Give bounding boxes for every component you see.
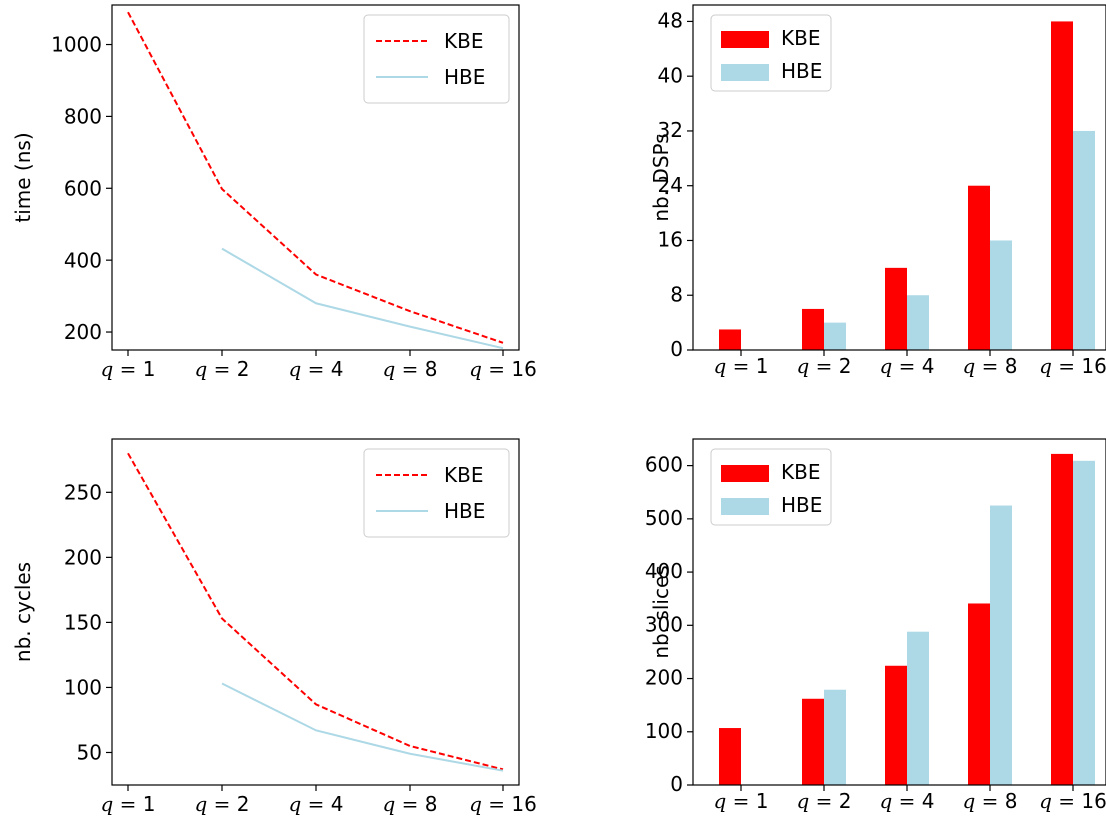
bar-hbe-4	[990, 240, 1012, 350]
y-tick-label: 200	[64, 546, 102, 570]
legend: KBE HBE	[710, 448, 832, 526]
x-tick-label: q = 8	[382, 357, 437, 381]
y-axis-label: nb. DSPs	[649, 133, 673, 221]
x-tick-label: q = 16	[469, 357, 537, 381]
legend: KBE HBE	[363, 14, 510, 104]
legend-swatch-kbe	[721, 465, 769, 482]
legend-swatch-hbe	[721, 498, 769, 515]
x-tick-label: q = 1	[100, 357, 155, 381]
legend-label-kbe: KBE	[444, 463, 483, 487]
bar-hbe-5	[1073, 460, 1095, 785]
x-tick-label: q = 4	[288, 357, 343, 381]
bar-kbe-2	[802, 698, 824, 785]
x-tick-label: q = 2	[796, 354, 851, 378]
line-kbe	[127, 11, 504, 344]
x-tick-label: q = 1	[713, 354, 768, 378]
legend-swatch-hbe	[721, 64, 769, 81]
legend-label-kbe: KBE	[444, 29, 483, 53]
y-tick-label: 16	[658, 228, 683, 252]
legend-label-hbe: HBE	[444, 65, 485, 89]
bar-kbe-3	[885, 267, 907, 350]
x-tick-label: q = 4	[288, 792, 343, 816]
line-hbe	[221, 247, 504, 350]
y-tick-label: 200	[645, 666, 683, 690]
y-tick-label: 100	[645, 719, 683, 743]
y-axis-label: nb. slices	[649, 565, 673, 658]
bar-kbe-1	[719, 728, 741, 785]
bar-hbe-5	[1073, 130, 1095, 350]
legend-label-hbe: HBE	[781, 59, 822, 83]
bar-kbe-5	[1051, 453, 1073, 785]
axes-frame	[692, 4, 1106, 351]
x-tick-label: q = 16	[1039, 354, 1106, 378]
y-tick-label: 0	[670, 337, 683, 361]
y-axis-label: time (ns)	[11, 132, 35, 222]
bar-hbe-3	[907, 295, 929, 350]
chart-time: 200 400 600 800 1000 q = 1 q = 2 q = 4 q = 8 q = …	[11, 4, 537, 381]
x-tick-label: q = 16	[1039, 789, 1106, 813]
legend: KBE HBE	[710, 14, 832, 92]
bar-kbe-1	[719, 329, 741, 350]
x-tick-label: q = 1	[713, 789, 768, 813]
x-tick-label: q = 8	[962, 789, 1017, 813]
x-tick-label: q = 2	[796, 789, 851, 813]
x-tick-label: q = 8	[962, 354, 1017, 378]
bar-kbe-2	[802, 308, 824, 350]
y-tick-label: 800	[64, 105, 102, 129]
y-tick-label: 600	[64, 176, 102, 200]
bar-hbe-3	[907, 631, 929, 785]
bar-kbe-4	[968, 185, 990, 350]
axes-frame	[692, 438, 1106, 786]
chart-cycles: 50 100 150 200 250 q = 1 q = 2 q = 4 q = 8 q = 16…	[11, 438, 537, 816]
bar-hbe-2	[824, 322, 846, 350]
y-tick-label: 32	[658, 118, 683, 142]
x-tick-label: q = 2	[194, 792, 249, 816]
legend-label-hbe: HBE	[444, 499, 485, 523]
chart-slices: 0 100 200 300 400 500 600 q = 1 q = 2 q = 4 q = 8 q…	[645, 438, 1106, 813]
legend-label-hbe: HBE	[781, 493, 822, 517]
y-tick-label: 600	[645, 453, 683, 477]
y-tick-label: 100	[64, 676, 102, 700]
y-tick-label: 48	[658, 9, 683, 33]
y-tick-label: 1000	[51, 33, 102, 57]
legend-frame	[363, 14, 510, 104]
bar-hbe-2	[824, 689, 846, 785]
x-tick-label: q = 4	[879, 789, 934, 813]
legend: KBE HBE	[363, 448, 510, 538]
line-hbe	[221, 682, 504, 772]
bar-hbe-4	[990, 505, 1012, 785]
y-tick-label: 400	[64, 248, 102, 272]
bar-kbe-4	[968, 603, 990, 785]
x-tick-label: q = 4	[879, 354, 934, 378]
legend-frame	[363, 448, 510, 538]
y-tick-label: 24	[658, 173, 683, 197]
y-tick-label: 50	[77, 741, 102, 765]
bar-kbe-5	[1051, 21, 1073, 351]
y-tick-label: 150	[64, 611, 102, 635]
y-tick-label: 200	[64, 320, 102, 344]
y-tick-label: 250	[64, 481, 102, 505]
y-axis-label: nb. cycles	[11, 562, 35, 662]
x-tick-label: q = 2	[194, 357, 249, 381]
line-kbe	[127, 452, 504, 771]
y-tick-label: 0	[670, 772, 683, 796]
x-tick-label: q = 1	[100, 792, 155, 816]
y-tick-label: 300	[645, 612, 683, 636]
legend-swatch-kbe	[721, 31, 769, 48]
legend-label-kbe: KBE	[781, 26, 820, 50]
bar-kbe-3	[885, 665, 907, 785]
x-tick-label: q = 16	[469, 792, 537, 816]
y-tick-label: 8	[670, 282, 683, 306]
y-tick-label: 500	[645, 506, 683, 530]
y-tick-label: 40	[658, 63, 683, 87]
y-tick-label: 400	[645, 559, 683, 583]
legend-label-kbe: KBE	[781, 460, 820, 484]
chart-dsps: 0 8 16 24 32 40 48 q = 1 q = 2 q = 4 q = 8 q = 16 nb…	[649, 4, 1106, 378]
x-tick-label: q = 8	[382, 792, 437, 816]
